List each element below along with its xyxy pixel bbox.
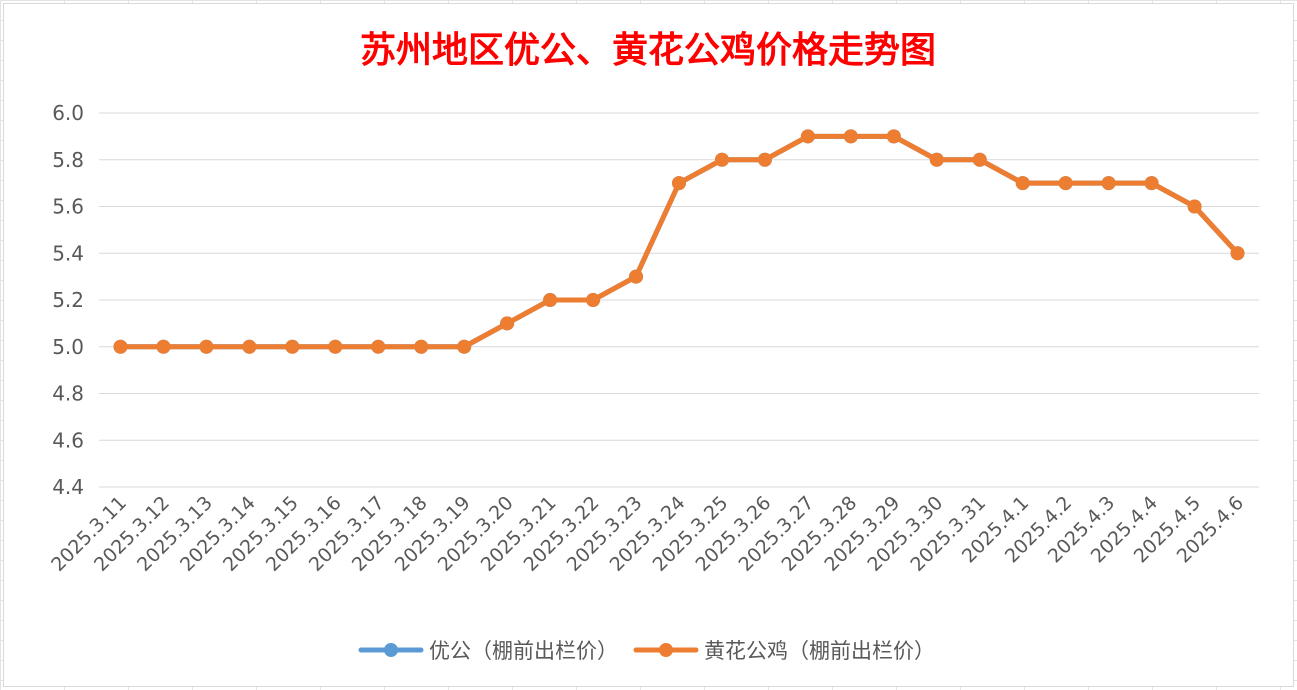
- legend-marker: [384, 643, 398, 657]
- series-line: [117, 133, 1241, 350]
- data-point: [414, 339, 429, 354]
- series-lines: [113, 129, 1245, 354]
- y-tick-label: 4.4: [52, 475, 84, 499]
- data-point: [285, 339, 300, 354]
- data-point: [113, 339, 128, 354]
- y-tick-label: 5.0: [52, 335, 84, 359]
- gridlines: [99, 112, 1259, 488]
- data-point: [156, 339, 171, 354]
- series-1: [113, 129, 1245, 354]
- y-tick-label: 5.2: [52, 288, 84, 312]
- y-tick-label: 6.0: [52, 101, 84, 125]
- y-tick-label: 4.8: [52, 382, 84, 406]
- line-chart: 苏州地区优公、黄花公鸡价格走势图 6.0 5.8 5.6 5.4 5.2 5.0 4.8 4.…: [47, 29, 1259, 663]
- chart-title: 苏州地区优公、黄花公鸡价格走势图: [360, 29, 936, 71]
- data-point: [672, 176, 686, 191]
- y-tick-label: 5.6: [52, 195, 84, 219]
- data-point: [1058, 176, 1073, 191]
- data-point: [1144, 176, 1159, 191]
- data-point: [843, 129, 858, 144]
- data-point: [500, 316, 515, 331]
- data-point: [800, 129, 815, 144]
- series-line: [117, 133, 1241, 350]
- data-point: [586, 293, 601, 307]
- x-axis-ticks: 2025.3.112025.3.122025.3.132025.3.142025…: [47, 492, 1248, 576]
- data-point: [328, 339, 343, 354]
- y-tick-label: 5.8: [52, 148, 84, 172]
- legend-item[interactable]: 优公（棚前出栏价）: [358, 639, 618, 663]
- data-point: [1015, 176, 1030, 191]
- data-point: [1230, 246, 1245, 261]
- y-axis-ticks: 6.0 5.8 5.6 5.4 5.2 5.0 4.8 4.6 4.4: [52, 101, 84, 499]
- data-point: [543, 293, 558, 307]
- legend-item[interactable]: 黄花公鸡（棚前出栏价）: [633, 639, 935, 663]
- data-point: [242, 339, 257, 354]
- data-point: [1101, 176, 1116, 191]
- data-point: [1187, 199, 1202, 214]
- legend-label: 优公（棚前出栏价）: [429, 639, 618, 663]
- data-point: [886, 129, 901, 144]
- data-point: [929, 152, 944, 167]
- data-point: [714, 152, 729, 167]
- y-tick-label: 4.6: [52, 428, 84, 452]
- data-point: [972, 152, 987, 167]
- data-point: [629, 269, 644, 284]
- legend[interactable]: 优公（棚前出栏价） 黄花公鸡（棚前出栏价）: [358, 639, 935, 663]
- data-point: [457, 339, 472, 354]
- chart-area[interactable]: 苏州地区优公、黄花公鸡价格走势图 6.0 5.8 5.6 5.4 5.2 5.0 4.8 4.…: [3, 3, 1294, 687]
- data-point: [199, 339, 214, 354]
- legend-marker: [659, 643, 673, 657]
- series-2: [113, 129, 1245, 354]
- data-point: [371, 339, 386, 354]
- data-point: [757, 152, 772, 167]
- legend-label: 黄花公鸡（棚前出栏价）: [704, 639, 935, 663]
- y-tick-label: 5.4: [52, 241, 84, 265]
